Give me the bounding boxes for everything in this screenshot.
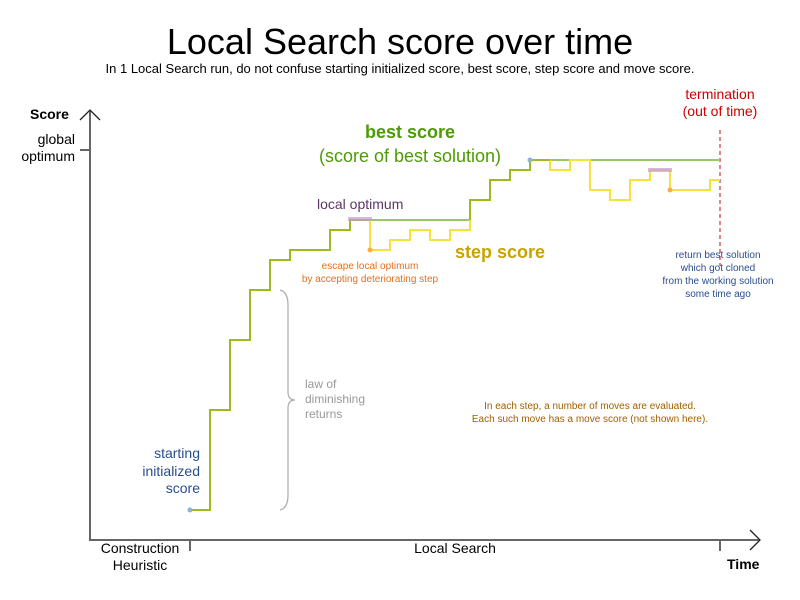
chart-title: Local Search score over time: [166, 21, 634, 62]
local-search-label: Local Search: [414, 540, 496, 556]
escape-dot-2: [667, 187, 673, 193]
construction-heuristic-label: Construction Heuristic: [100, 540, 180, 573]
step-score-line-1: [369, 220, 471, 251]
escape-label: escape local optimum by accepting deterio…: [301, 261, 439, 285]
escape-dot-1: [367, 247, 373, 253]
local-optimum-label: local optimum: [317, 196, 404, 212]
best-score-label: best score (score of best solution): [318, 122, 502, 166]
termination-label: termination (out of time): [682, 86, 758, 119]
diminishing-returns-label: law of diminishing returns: [305, 377, 366, 421]
global-optimum-label: global optimum: [21, 131, 75, 164]
best-score-step-path: [190, 219, 370, 511]
return-best-label: return best solution which got cloned from…: [662, 250, 774, 300]
x-axis-label: Time: [727, 556, 760, 572]
best-score-step-path-2: [469, 159, 550, 220]
step-score-label: step score: [455, 242, 546, 262]
starting-score-dot: [187, 507, 193, 513]
x-axis-arrow: [749, 529, 761, 551]
starting-score-label: starting initialized score: [142, 445, 200, 496]
move-score-note: In each step, a number of moves are eval…: [471, 401, 709, 425]
y-axis-label: Score: [30, 106, 69, 122]
y-axis-arrow: [79, 109, 101, 121]
diminishing-returns-brace: [279, 289, 296, 511]
step-score-line-2: [549, 159, 720, 201]
chart-subtitle: In 1 Local Search run, do not confuse st…: [105, 61, 695, 76]
best-solution-dot: [527, 157, 533, 163]
